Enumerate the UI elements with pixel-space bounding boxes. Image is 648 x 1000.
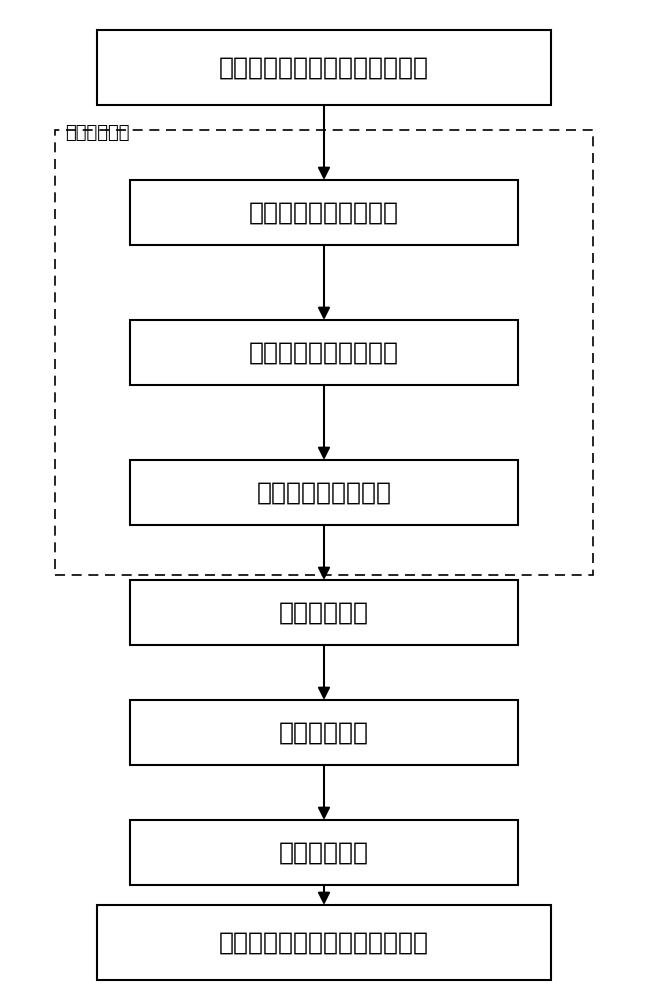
Text: 富余电能存储总量限制: 富余电能存储总量限制	[249, 340, 399, 364]
Text: 低电价时段电网充电: 低电价时段电网充电	[257, 481, 391, 505]
Bar	[55, 130, 593, 575]
Bar	[130, 460, 518, 525]
Text: 储热系统释热: 储热系统释热	[279, 840, 369, 864]
Bar	[97, 905, 551, 980]
Bar	[130, 320, 518, 385]
Bar	[130, 180, 518, 245]
Bar	[130, 700, 518, 765]
Text: 储电系统充电功率限制: 储电系统充电功率限制	[249, 200, 399, 225]
Bar	[130, 820, 518, 885]
Text: 储电系统放电: 储电系统放电	[279, 600, 369, 624]
Bar	[130, 580, 518, 645]
Text: 储热系统蓄热: 储热系统蓄热	[279, 720, 369, 744]
Text: 实现冷热电联供系统的控制方法: 实现冷热电联供系统的控制方法	[219, 930, 429, 954]
Text: 获取用户日逐时电、冷、热负荷: 获取用户日逐时电、冷、热负荷	[219, 55, 429, 80]
Bar	[97, 30, 551, 105]
Text: 储电系统充电: 储电系统充电	[65, 124, 130, 142]
